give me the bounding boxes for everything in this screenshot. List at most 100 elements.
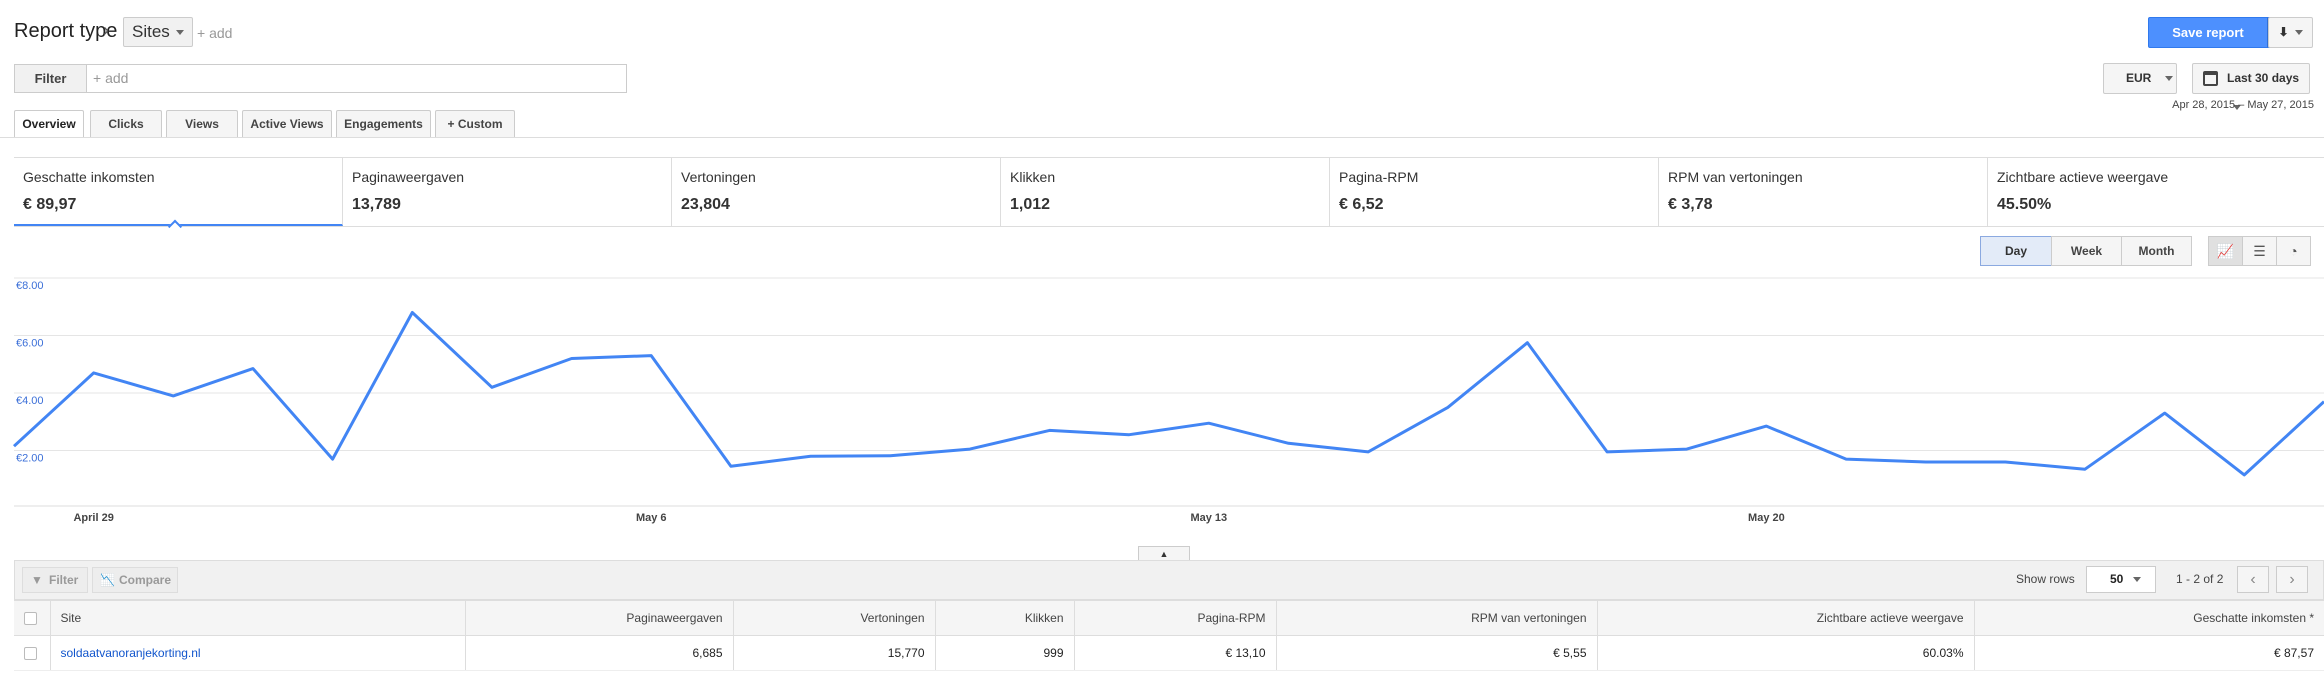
- pie-chart-icon[interactable]: ◔: [2276, 236, 2311, 266]
- dimension-dropdown[interactable]: Sites: [123, 17, 193, 47]
- tab-views[interactable]: Views: [166, 110, 238, 137]
- report-type-label: Report type: [14, 20, 118, 42]
- previous-page-button[interactable]: ‹: [2237, 566, 2269, 593]
- metric-cards: Geschatte inkomsten € 89,97 Paginaweerga…: [14, 157, 2324, 234]
- date-range-dropdown[interactable]: Last 30 days: [2192, 63, 2310, 111]
- metric-card-active-view-viewable[interactable]: Zichtbare actieve weergave 45.50%: [1988, 158, 2313, 226]
- tab-engagements[interactable]: Engagements: [336, 110, 431, 137]
- earnings-line-chart: €8.00 €6.00 €4.00 €2.00 April 29 May 6 May 13 M…: [12, 277, 2324, 524]
- metric-label: Zichtbare actieve weergave: [1997, 169, 2169, 185]
- chevron-down-icon: [175, 30, 184, 36]
- col-header-page-rpm[interactable]: Pagina-RPM: [1074, 600, 1277, 636]
- bar-chart-icon[interactable]: ☰: [2242, 236, 2277, 266]
- site-link[interactable]: soldaatvanoranjekorting.nl: [60, 646, 201, 660]
- dimension-value: Sites: [132, 22, 170, 41]
- metric-label: Vertoningen: [681, 169, 756, 185]
- rows-per-page-dropdown[interactable]: 50: [2086, 566, 2156, 593]
- currency-dropdown[interactable]: EUR: [2103, 63, 2177, 94]
- table-filter-button[interactable]: ▼ Filter: [22, 567, 88, 593]
- calendar-icon: [2203, 71, 2218, 86]
- tab-clicks[interactable]: Clicks: [90, 110, 162, 137]
- show-rows-label: Show rows: [2016, 572, 2075, 586]
- tab-overview[interactable]: Overview: [14, 110, 84, 138]
- selected-indicator: [167, 219, 183, 234]
- download-button[interactable]: ⬇: [2268, 17, 2313, 48]
- chevron-down-icon: [2233, 105, 2241, 111]
- pagination-text: 1 - 2 of 2: [2176, 572, 2224, 586]
- x-tick-label: May 20: [1748, 512, 1785, 524]
- y-tick-label: €8.00: [16, 280, 44, 292]
- metric-card-clicks[interactable]: Klikken 1,012: [1001, 158, 1330, 226]
- col-header-clicks[interactable]: Klikken: [935, 600, 1075, 636]
- date-preset: Last 30 days: [2227, 71, 2300, 85]
- col-header-impressions[interactable]: Vertoningen: [733, 600, 936, 636]
- period-month-button[interactable]: Month: [2121, 236, 2192, 266]
- col-header-estimated-earnings[interactable]: Geschatte inkomsten *: [1974, 600, 2324, 636]
- filter-icon: ▼: [31, 573, 43, 587]
- series-line: [12, 311, 2324, 477]
- period-week-button[interactable]: Week: [2051, 236, 2122, 266]
- collapse-chart-toggle[interactable]: ▲: [1138, 546, 1190, 560]
- metric-card-estimated-earnings[interactable]: Geschatte inkomsten € 89,97: [14, 158, 343, 234]
- chevron-left-icon: ‹: [2250, 571, 2256, 588]
- site-cell: soldaatvanoranjekorting.nl: [50, 635, 466, 671]
- col-header-active-view-viewable[interactable]: Zichtbare actieve weergave: [1597, 600, 1975, 636]
- chevron-down-icon: [2294, 30, 2303, 36]
- y-tick-label: €2.00: [16, 453, 44, 465]
- tab-custom[interactable]: + Custom: [435, 110, 515, 137]
- select-all-checkbox[interactable]: [24, 612, 37, 626]
- add-dimension-link[interactable]: + add: [197, 25, 233, 41]
- col-header-impression-rpm[interactable]: RPM van vertoningen: [1276, 600, 1598, 636]
- metric-value: € 3,78: [1668, 196, 1713, 213]
- col-header-page-views[interactable]: Paginaweergaven: [465, 600, 734, 636]
- currency-value: EUR: [2126, 71, 2152, 85]
- y-tick-label: €6.00: [16, 338, 44, 350]
- table-row: soldaatvanoranjekorting.nl 6,685 15,770 …: [14, 635, 2324, 671]
- next-page-button[interactable]: ›: [2276, 566, 2308, 593]
- metric-card-impression-rpm[interactable]: RPM van vertoningen € 3,78: [1659, 158, 1988, 226]
- metric-value: 45.50%: [1997, 196, 2052, 213]
- metric-value: 23,804: [681, 196, 730, 213]
- metric-label: Klikken: [1010, 169, 1056, 185]
- chevron-down-icon: [2133, 577, 2142, 583]
- compare-label: Compare: [119, 573, 172, 587]
- tab-divider: [0, 137, 2324, 138]
- metric-card-page-views[interactable]: Paginaweergaven 13,789: [343, 158, 672, 226]
- table-toolbar: [14, 560, 2324, 600]
- estimated-earnings-cell: € 87,57: [1974, 635, 2324, 671]
- page-views-cell: 6,685: [465, 635, 734, 671]
- save-report-button[interactable]: Save report: [2148, 17, 2268, 48]
- row-select-cell[interactable]: [14, 635, 51, 671]
- row-checkbox[interactable]: [24, 647, 37, 661]
- date-range-text: Apr 28, 2015 – May 27, 2015: [2172, 99, 2314, 111]
- x-tick-label: May 13: [1190, 512, 1227, 524]
- x-tick-label: April 29: [73, 512, 113, 524]
- line-chart-icon[interactable]: 📈: [2208, 236, 2243, 266]
- filter-input[interactable]: + add: [86, 64, 627, 93]
- table-filter-label: Filter: [49, 573, 79, 587]
- compare-chart-icon: 📉: [100, 573, 115, 587]
- metric-label: RPM van vertoningen: [1668, 169, 1803, 185]
- metric-value: € 89,97: [23, 196, 77, 213]
- rows-value: 50: [2110, 572, 2124, 586]
- chevron-right-icon: ›: [2289, 571, 2295, 588]
- metric-label: Paginaweergaven: [352, 169, 465, 185]
- period-day-button[interactable]: Day: [1980, 236, 2052, 266]
- clicks-cell: 999: [935, 635, 1075, 671]
- impressions-cell: 15,770: [733, 635, 936, 671]
- select-all-cell[interactable]: [14, 600, 51, 636]
- filter-label[interactable]: Filter: [14, 64, 86, 93]
- metric-card-impressions[interactable]: Vertoningen 23,804: [672, 158, 1001, 226]
- compare-button[interactable]: 📉 Compare: [92, 567, 178, 593]
- page-rpm-cell: € 13,10: [1074, 635, 1277, 671]
- impression-rpm-cell: € 5,55: [1276, 635, 1598, 671]
- download-icon: ⬇: [2278, 25, 2289, 39]
- col-header-site[interactable]: Site: [50, 600, 466, 636]
- metric-card-page-rpm[interactable]: Pagina-RPM € 6,52: [1330, 158, 1659, 226]
- metric-value: € 6,52: [1339, 196, 1384, 213]
- chevron-right-icon: ›: [103, 20, 109, 40]
- chevron-down-icon: [2165, 76, 2174, 82]
- metric-value: 13,789: [352, 196, 401, 213]
- tab-active-views[interactable]: Active Views: [242, 110, 332, 137]
- metric-label: Pagina-RPM: [1339, 169, 1419, 185]
